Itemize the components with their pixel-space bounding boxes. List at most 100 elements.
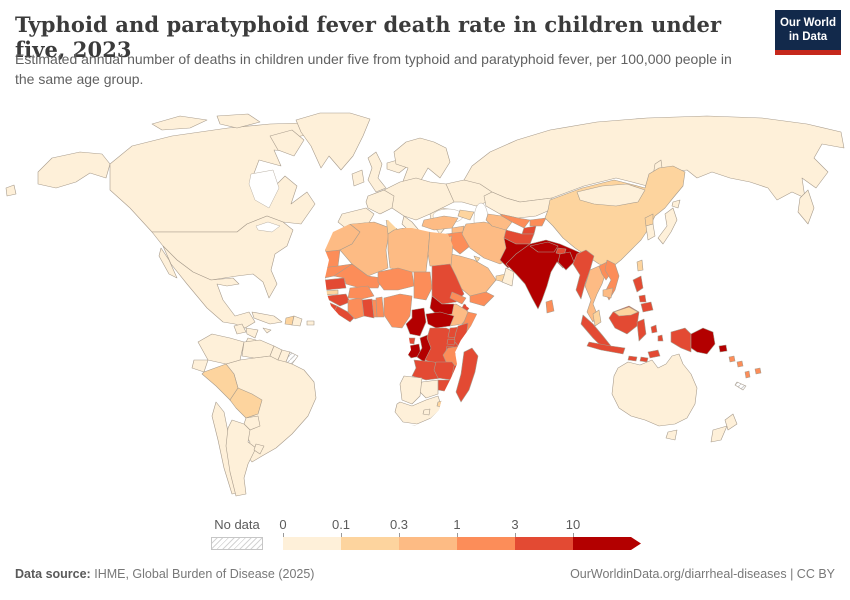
- country-libya[interactable]: [387, 225, 431, 273]
- country-russia[interactable]: [463, 115, 845, 203]
- legend-color-segment[interactable]: [515, 537, 573, 550]
- country-paraguay[interactable]: [243, 415, 261, 431]
- country-cuba[interactable]: [251, 311, 283, 325]
- country-lesotho[interactable]: [422, 408, 431, 416]
- country-alaska[interactable]: [37, 151, 111, 189]
- country-cameroon[interactable]: [405, 307, 427, 337]
- country-nz-north[interactable]: [724, 413, 738, 431]
- country-vanuatu[interactable]: [744, 370, 751, 379]
- country-burkina-faso[interactable]: [347, 285, 375, 300]
- country-niger[interactable]: [377, 267, 415, 291]
- legend-color-segment[interactable]: [399, 537, 457, 550]
- country-equatorial-guinea[interactable]: [406, 337, 416, 345]
- country-south-africa[interactable]: [394, 395, 443, 425]
- country-uruguay[interactable]: [253, 443, 265, 455]
- country-mexico[interactable]: [162, 245, 256, 329]
- country-bangladesh[interactable]: [557, 251, 575, 271]
- country-solomon-1[interactable]: [728, 355, 736, 363]
- country-central-europe[interactable]: [383, 177, 463, 221]
- country-kamchatka[interactable]: [797, 189, 815, 225]
- country-central-african-republic[interactable]: [425, 311, 455, 329]
- country-baja[interactable]: [158, 247, 178, 279]
- country-taiwan[interactable]: [636, 259, 644, 272]
- country-jamaica[interactable]: [262, 327, 272, 334]
- country-yemen[interactable]: [469, 291, 495, 307]
- country-eswatini[interactable]: [436, 400, 444, 408]
- country-madagascar[interactable]: [455, 347, 479, 403]
- country-malaysia-borneo[interactable]: [613, 306, 639, 317]
- country-mindanao[interactable]: [640, 301, 654, 313]
- country-malaysia-peninsula[interactable]: [592, 309, 602, 327]
- country-bolivia[interactable]: [229, 387, 263, 419]
- country-south-korea[interactable]: [645, 223, 656, 241]
- country-moluccas-1[interactable]: [650, 324, 658, 334]
- country-zimbabwe[interactable]: [437, 379, 453, 393]
- country-senegal[interactable]: [324, 277, 347, 291]
- country-timor-leste[interactable]: [647, 349, 661, 359]
- license-credit[interactable]: OurWorldinData.org/diarrheal-diseases | …: [570, 567, 835, 581]
- country-kyrgyzstan[interactable]: [529, 217, 547, 227]
- country-west-papua[interactable]: [670, 327, 692, 353]
- country-new-britain[interactable]: [718, 344, 728, 353]
- country-baffin-island[interactable]: [269, 129, 305, 157]
- country-mongolia[interactable]: [576, 183, 646, 207]
- legend-color-segment[interactable]: [341, 537, 399, 550]
- country-nepal[interactable]: [529, 241, 559, 253]
- country-cambodia[interactable]: [602, 287, 614, 299]
- country-south-sudan[interactable]: [429, 295, 455, 317]
- country-oman[interactable]: [501, 267, 515, 287]
- country-solomon-2[interactable]: [736, 360, 744, 368]
- country-honduras[interactable]: [245, 327, 259, 339]
- country-venezuela[interactable]: [241, 339, 275, 359]
- legend-color-segment[interactable]: [283, 537, 341, 550]
- country-sulawesi[interactable]: [636, 318, 647, 342]
- country-kazakhstan[interactable]: [483, 191, 553, 219]
- country-moluccas-2[interactable]: [657, 334, 664, 342]
- legend-tick-mark: [283, 533, 284, 537]
- country-japan[interactable]: [657, 207, 678, 245]
- country-canada-arctic-1[interactable]: [151, 115, 208, 131]
- country-myanmar[interactable]: [572, 249, 595, 300]
- country-visayas[interactable]: [638, 294, 647, 303]
- country-nigeria[interactable]: [383, 293, 413, 329]
- country-argentina[interactable]: [225, 419, 257, 497]
- country-new-caledonia[interactable]: [734, 381, 747, 391]
- country-french-guiana[interactable]: [285, 351, 299, 365]
- country-sri-lanka[interactable]: [545, 299, 555, 314]
- country-caucasus[interactable]: [457, 209, 475, 221]
- country-australia[interactable]: [611, 353, 698, 427]
- country-lesser-sunda-1[interactable]: [627, 355, 638, 362]
- country-papua-new-guinea[interactable]: [690, 327, 716, 355]
- country-puerto-rico[interactable]: [306, 320, 315, 326]
- country-eritrea[interactable]: [449, 291, 467, 305]
- country-benin[interactable]: [375, 296, 385, 318]
- country-chad[interactable]: [413, 271, 433, 301]
- country-ecuador[interactable]: [191, 359, 209, 373]
- country-dominican-republic[interactable]: [291, 315, 303, 327]
- country-nz-south[interactable]: [710, 425, 728, 443]
- country-kuwait[interactable]: [473, 255, 481, 263]
- country-greenland[interactable]: [295, 112, 371, 171]
- country-guatemala[interactable]: [233, 323, 247, 335]
- country-ghana[interactable]: [361, 298, 375, 319]
- country-fiji[interactable]: [754, 367, 762, 375]
- country-lesser-sunda-2[interactable]: [639, 356, 649, 363]
- country-canada-arctic-2[interactable]: [216, 113, 261, 129]
- owid-logo[interactable]: Our World in Data: [775, 10, 841, 55]
- country-ireland[interactable]: [351, 169, 365, 187]
- map-legend: No data 0 0.1 0.3 1 3 10: [0, 516, 850, 558]
- country-gambia[interactable]: [324, 289, 339, 296]
- legend-color-segment[interactable]: [457, 537, 515, 550]
- country-luzon[interactable]: [632, 275, 644, 293]
- legend-color-segment[interactable]: [573, 537, 641, 550]
- country-tasmania[interactable]: [665, 429, 678, 441]
- country-colombia[interactable]: [197, 333, 245, 365]
- country-hokkaido[interactable]: [671, 199, 681, 209]
- country-uk[interactable]: [367, 151, 387, 193]
- country-java[interactable]: [586, 341, 626, 355]
- country-namibia[interactable]: [399, 375, 423, 405]
- country-rwanda[interactable]: [446, 338, 456, 346]
- country-zambia[interactable]: [433, 361, 459, 381]
- legend-no-data-swatch[interactable]: [211, 537, 263, 550]
- country-western-sahara[interactable]: [322, 249, 341, 269]
